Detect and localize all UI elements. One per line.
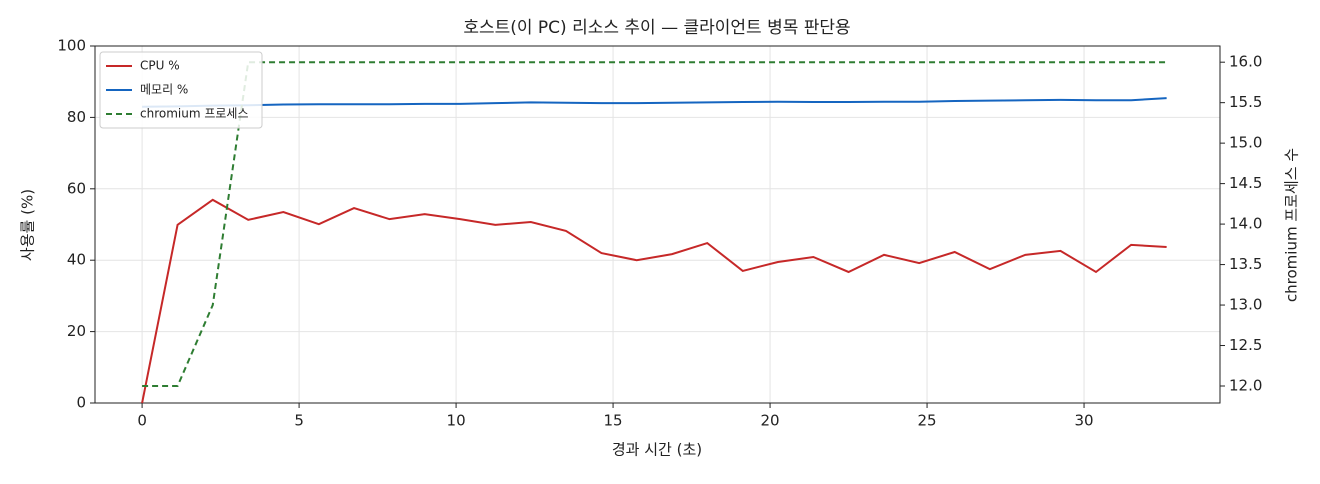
x-tick-label: 15 — [604, 412, 623, 430]
x-tick-label: 5 — [294, 412, 304, 430]
x-tick-label: 30 — [1074, 412, 1093, 430]
series-line — [142, 97, 1167, 108]
y2-tick-label: 15.5 — [1229, 93, 1262, 111]
y2-axis-label: chromium 프로세스 수 — [1283, 148, 1301, 302]
chart-title: 호스트(이 PC) 리소스 추이 — 클라이언트 병목 판단용 — [463, 18, 850, 38]
legend-box — [99, 51, 263, 129]
y-tick-label: 100 — [57, 37, 86, 55]
y2-tick-label: 15.0 — [1229, 134, 1262, 152]
legend-label: CPU % — [140, 59, 180, 73]
x-tick-label: 10 — [447, 412, 466, 430]
x-tick-label: 0 — [137, 412, 147, 430]
y-tick-label: 0 — [76, 394, 86, 412]
plot-frame — [94, 45, 1221, 404]
y-tick-label: 80 — [67, 108, 86, 126]
y2-tick-label: 12.0 — [1229, 377, 1262, 395]
y-axis-label: 사용률 (%) — [19, 189, 37, 261]
x-tick-label: 25 — [918, 412, 937, 430]
y-tick-label: 40 — [67, 251, 86, 269]
y2-tick-label: 14.5 — [1229, 174, 1262, 192]
legend-label: 메모리 % — [140, 83, 188, 97]
x-tick-label: 20 — [761, 412, 780, 430]
y2-tick-label: 16.0 — [1229, 53, 1262, 71]
y-tick-label: 60 — [67, 179, 86, 197]
legend-label: chromium 프로세스 — [140, 107, 249, 121]
y2-tick-label: 14.0 — [1229, 215, 1262, 233]
y-tick-label: 20 — [67, 322, 86, 340]
x-axis-label: 경과 시간 (초) — [612, 441, 702, 459]
y2-tick-label: 13.5 — [1229, 255, 1262, 273]
series-line — [141, 198, 1167, 404]
y2-tick-label: 13.0 — [1229, 296, 1262, 314]
series-line — [142, 61, 1167, 387]
y2-tick-label: 12.5 — [1229, 336, 1262, 354]
